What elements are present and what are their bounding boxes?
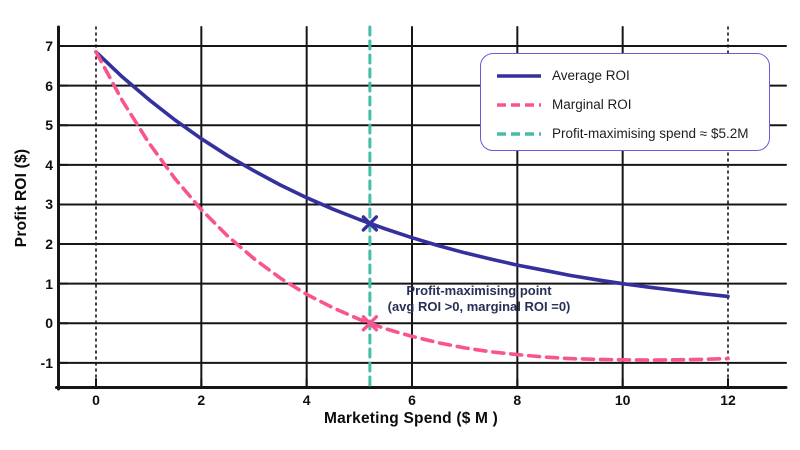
y-tick-label: 6 bbox=[45, 77, 53, 94]
x-tick-label: 10 bbox=[614, 392, 631, 408]
legend-item: Marginal ROI bbox=[496, 90, 769, 119]
y-tick-label: 1 bbox=[45, 275, 53, 292]
x-axis-title: Marketing Spend ($ M ) bbox=[323, 410, 499, 427]
legend-label: Marginal ROI bbox=[552, 97, 632, 112]
avg-roi-line bbox=[94, 50, 730, 299]
y-tick-label: 7 bbox=[45, 37, 53, 54]
y-tick-label: 4 bbox=[45, 156, 53, 173]
avg-roi-marker bbox=[361, 215, 379, 232]
x-tick-label: 12 bbox=[720, 392, 736, 408]
marginal-roi-marker bbox=[361, 315, 379, 332]
legend-label: Average ROI bbox=[552, 68, 630, 83]
x-tick-label: 2 bbox=[197, 392, 206, 408]
y-tick-label: 0 bbox=[45, 315, 53, 332]
legend-item: Profit-maximising spend ≈ $5.2M bbox=[496, 119, 769, 148]
x-tick-label: 6 bbox=[408, 392, 416, 408]
legend-label: Profit-maximising spend ≈ $5.2M bbox=[552, 126, 749, 141]
y-tick-label: -1 bbox=[40, 354, 53, 371]
y-axis-title: Profit ROI ($) bbox=[13, 148, 30, 248]
y-tick-label: 2 bbox=[45, 236, 53, 253]
annotation-line1: Profit-maximising point bbox=[406, 283, 552, 298]
y-tick-label: 3 bbox=[45, 196, 53, 213]
annotation: Profit-maximising point (avg ROI >0, mar… bbox=[388, 283, 571, 315]
legend-swatch-marginal bbox=[497, 102, 541, 107]
x-tick-label: 0 bbox=[92, 392, 100, 408]
x-tick-label: 8 bbox=[513, 392, 522, 408]
legend: Average ROI Marginal ROI Profit-maximising… bbox=[480, 53, 770, 151]
x-tick-label: 4 bbox=[302, 392, 311, 408]
y-tick-label: 5 bbox=[45, 117, 53, 134]
legend-swatch-vline bbox=[497, 131, 541, 136]
legend-item: Average ROI bbox=[496, 61, 769, 90]
annotation-line2: (avg ROI >0, marginal ROI =0) bbox=[387, 299, 571, 314]
marginal-roi-line bbox=[94, 50, 730, 362]
legend-swatch-avg bbox=[497, 73, 541, 78]
